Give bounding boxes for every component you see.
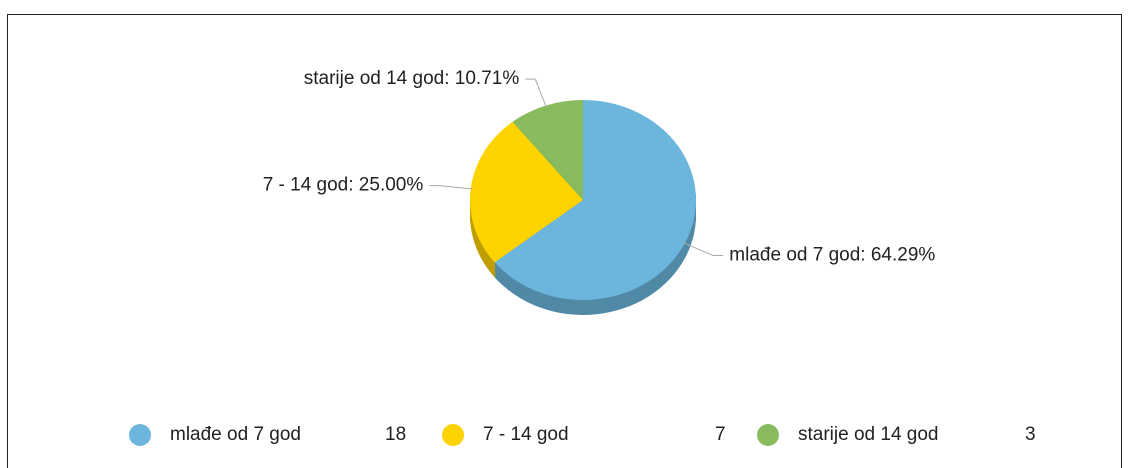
legend-label: 7 - 14 god [483, 424, 569, 445]
label-connector [525, 78, 547, 108]
frame [7, 14, 1122, 468]
legend-count: 3 [1025, 424, 1036, 445]
label-connector [682, 242, 724, 257]
pie-slice [470, 121, 583, 263]
legend-swatch [757, 424, 779, 446]
legend-swatch [129, 424, 151, 446]
data-label: 7 - 14 god: 25.00% [263, 175, 424, 196]
pie-slice [494, 100, 697, 301]
legend-swatch [442, 424, 464, 446]
label-connector [429, 185, 474, 190]
legend-count: 18 [385, 424, 406, 445]
pie-slice [512, 100, 583, 200]
legend-label: starije od 14 god [798, 424, 939, 445]
data-label: starije od 14 god: 10.71% [304, 68, 520, 89]
legend-count: 7 [715, 424, 726, 445]
legend-label: mlađe od 7 god [170, 424, 301, 445]
data-label: mlađe od 7 god: 64.29% [729, 245, 935, 266]
